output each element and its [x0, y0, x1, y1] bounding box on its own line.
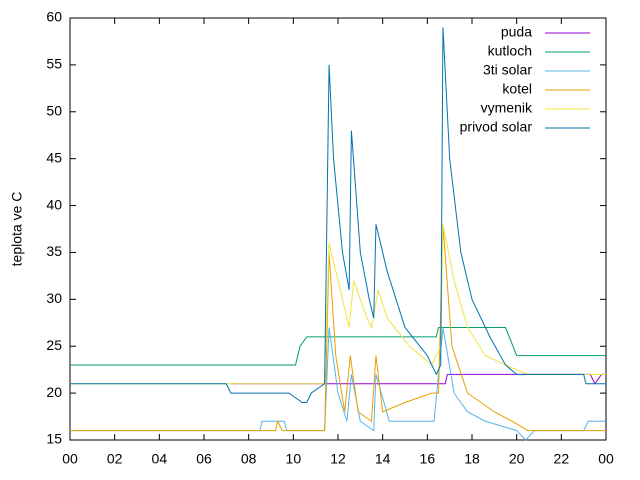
x-tick-label: 04	[152, 451, 168, 467]
y-tick-label: 60	[46, 9, 62, 25]
x-tick-label: 12	[330, 451, 346, 467]
y-tick-label: 40	[46, 196, 62, 212]
x-tick-label: 14	[375, 451, 391, 467]
y-tick-label: 55	[46, 56, 62, 72]
x-tick-label: 00	[598, 451, 614, 467]
x-tick-label: 20	[509, 451, 525, 467]
y-tick-label: 20	[46, 384, 62, 400]
x-tick-label: 16	[420, 451, 436, 467]
x-tick-label: 18	[464, 451, 480, 467]
y-tick-label: 15	[46, 431, 62, 447]
x-tick-label: 00	[62, 451, 78, 467]
y-axis-label: teplota ve C	[9, 192, 25, 267]
series-line	[70, 224, 606, 432]
x-tick-label: 10	[286, 451, 302, 467]
x-tick-label: 02	[107, 451, 123, 467]
y-tick-label: 45	[46, 149, 62, 165]
y-tick-label: 50	[46, 102, 62, 118]
legend-label: puda	[501, 24, 532, 40]
x-tick-label: 22	[554, 451, 570, 467]
legend-label: 3ti solar	[483, 62, 532, 78]
series-line	[70, 224, 606, 385]
legend-label: kutloch	[488, 43, 532, 59]
x-tick-label: 06	[196, 451, 212, 467]
legend-label: privod solar	[460, 119, 533, 135]
series-line	[70, 326, 606, 366]
series-line	[70, 27, 606, 403]
y-tick-label: 35	[46, 243, 62, 259]
x-tick-label: 08	[241, 451, 257, 467]
legend-label: kotel	[502, 81, 532, 97]
legend-label: vymenik	[481, 100, 533, 116]
series-line	[230, 373, 606, 385]
y-tick-label: 30	[46, 290, 62, 306]
y-tick-label: 25	[46, 337, 62, 353]
